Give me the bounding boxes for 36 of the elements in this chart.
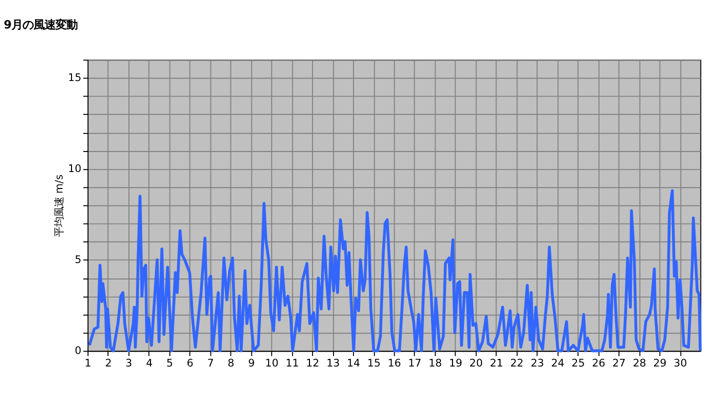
y-axis-title: 平均風速 m/s: [53, 174, 66, 237]
y-tick-label: 15: [68, 72, 82, 84]
x-tick-label: 21: [490, 358, 504, 370]
x-tick-label: 20: [469, 358, 483, 370]
y-tick-label: 0: [74, 345, 82, 358]
x-tick-label: 24: [551, 358, 565, 370]
x-tick-label: 8: [228, 358, 234, 370]
x-tick-label: 30: [674, 358, 687, 370]
x-tick-label: 25: [572, 358, 585, 370]
x-tick-label: 23: [530, 358, 544, 370]
x-tick-label: 16: [388, 358, 402, 370]
x-tick-label: 2: [105, 358, 112, 370]
x-tick-label: 29: [653, 358, 667, 370]
chart-title: 9月の風速変動: [4, 17, 78, 32]
x-tick-label: 19: [449, 358, 462, 370]
x-tick-label: 18: [428, 358, 442, 370]
x-tick-label: 28: [632, 358, 646, 370]
x-tick-label: 1: [84, 358, 92, 370]
x-tick-label: 9: [248, 358, 255, 370]
x-tick-label: 6: [186, 358, 194, 370]
x-tick-label: 11: [286, 358, 299, 370]
x-tick-label: 13: [326, 358, 340, 370]
x-tick-label: 22: [510, 358, 524, 370]
x-tick-label: 27: [612, 358, 626, 370]
x-tick-label: 12: [306, 358, 320, 370]
x-tick-label: 15: [367, 358, 381, 370]
x-tick-label: 3: [126, 358, 132, 370]
x-tick-label: 4: [146, 358, 153, 370]
y-tick-label: 5: [74, 254, 82, 266]
x-tick-label: 10: [265, 358, 278, 370]
x-tick-label: 26: [592, 358, 606, 370]
x-tick-label: 17: [408, 358, 422, 370]
x-tick-label: 5: [166, 358, 174, 370]
x-tick-label: 7: [207, 358, 214, 370]
x-tick-label: 14: [346, 358, 361, 370]
y-tick-label: 10: [68, 163, 82, 176]
